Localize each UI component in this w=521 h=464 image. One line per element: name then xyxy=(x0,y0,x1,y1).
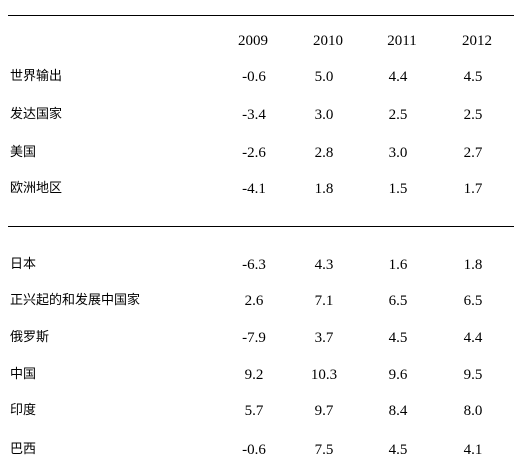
table-cell: 4.5 xyxy=(463,69,483,85)
table-cell: 2.7 xyxy=(463,145,483,161)
row-label: 欧洲地区 xyxy=(10,181,63,196)
row-label: 印度 xyxy=(10,403,37,418)
table-cell: 9.7 xyxy=(314,403,334,419)
table-cell: 2.5 xyxy=(388,107,408,123)
row-label: 日本 xyxy=(10,257,37,272)
table-cell: 2.6 xyxy=(244,293,264,309)
table-cell: -7.9 xyxy=(242,330,266,346)
top-rule xyxy=(8,15,514,16)
table-cell: 6.5 xyxy=(388,293,408,309)
table-cell: 2.8 xyxy=(314,145,334,161)
table-cell: 7.5 xyxy=(314,442,334,458)
table-cell: 7.1 xyxy=(314,293,334,309)
column-header: 2012 xyxy=(462,33,492,49)
table-cell: 9.5 xyxy=(463,367,483,383)
table-cell: 3.0 xyxy=(388,145,408,161)
table-cell: 4.5 xyxy=(388,442,408,458)
row-label: 发达国家 xyxy=(10,107,63,122)
table-cell: 3.0 xyxy=(314,107,334,123)
row-label: 中国 xyxy=(10,367,37,382)
table-cell: 1.8 xyxy=(314,181,334,197)
table-cell: 10.3 xyxy=(310,367,338,383)
table-cell: 4.5 xyxy=(388,330,408,346)
table-cell: 1.6 xyxy=(388,257,408,273)
column-header: 2010 xyxy=(313,33,343,49)
row-label: 巴西 xyxy=(10,442,37,457)
row-label: 正兴起的和发展中国家 xyxy=(10,293,141,308)
table-cell: 8.0 xyxy=(463,403,483,419)
table-cell: 6.5 xyxy=(463,293,483,309)
table-cell: 3.7 xyxy=(314,330,334,346)
table-cell: 1.8 xyxy=(463,257,483,273)
table-cell: -0.6 xyxy=(242,69,266,85)
table-cell: 8.4 xyxy=(388,403,408,419)
table-cell: 1.5 xyxy=(388,181,408,197)
table-cell: 4.4 xyxy=(463,330,483,346)
table-cell: -2.6 xyxy=(242,145,266,161)
table-cell: 9.2 xyxy=(244,367,264,383)
row-label: 世界输出 xyxy=(10,69,63,84)
table-cell: 4.4 xyxy=(388,69,408,85)
table-cell: -6.3 xyxy=(242,257,266,273)
table-cell: 1.7 xyxy=(463,181,483,197)
column-header: 2011 xyxy=(387,33,417,49)
table-cell: -3.4 xyxy=(242,107,266,123)
table-cell: 4.3 xyxy=(314,257,334,273)
table-cell: -4.1 xyxy=(242,181,266,197)
table-cell: 5.7 xyxy=(244,403,264,419)
table-cell: -0.6 xyxy=(242,442,266,458)
row-label: 美国 xyxy=(10,145,37,160)
column-header: 2009 xyxy=(238,33,268,49)
row-label: 俄罗斯 xyxy=(10,330,50,345)
table-cell: 9.6 xyxy=(388,367,408,383)
table-cell: 4.1 xyxy=(463,442,483,458)
table-cell: 5.0 xyxy=(314,69,334,85)
section-rule xyxy=(8,226,514,227)
table-cell: 2.5 xyxy=(463,107,483,123)
